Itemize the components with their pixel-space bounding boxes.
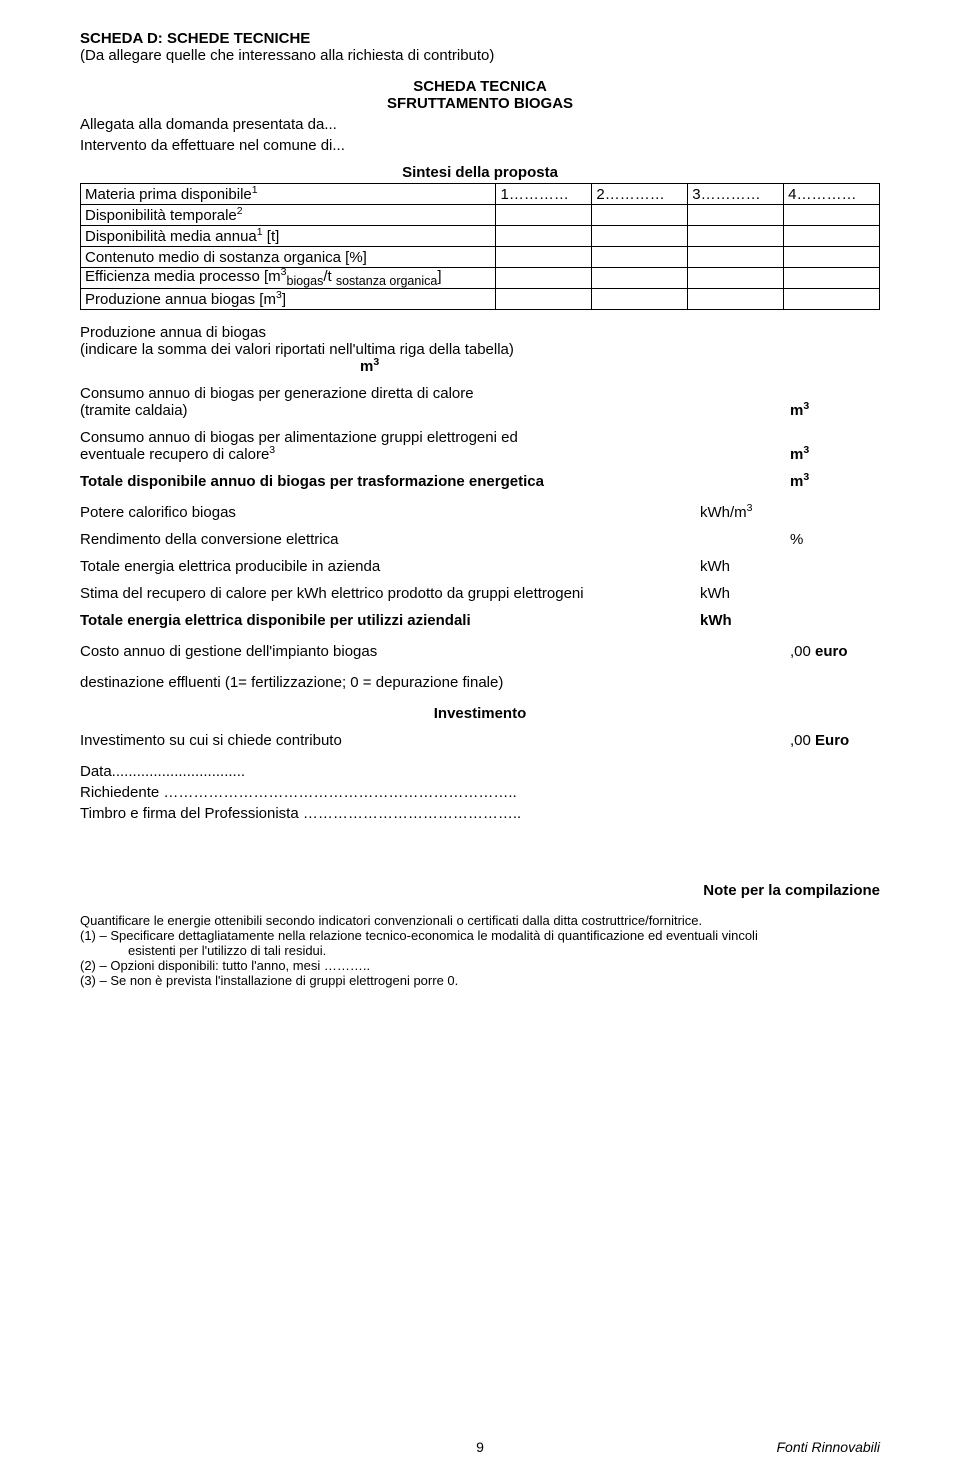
- euro-word: Euro: [815, 732, 849, 749]
- consumo-alim-row: eventuale recupero di calore3 m3: [80, 446, 880, 463]
- note-2: (2) – Opzioni disponibili: tutto l'anno,…: [80, 958, 880, 973]
- unit-m3: m3: [790, 402, 880, 419]
- rendimento-row: Rendimento della conversione elettrica %: [80, 531, 880, 548]
- investimento-row: Investimento su cui si chiede contributo…: [80, 732, 880, 749]
- table-data-cell: [496, 226, 592, 247]
- table-data-cell: [784, 205, 880, 226]
- table-row: Contenuto medio di sostanza organica [%]: [81, 247, 880, 268]
- indicare-somma-line: (indicare la somma dei valori riportati …: [80, 341, 880, 358]
- potere-calorifico-label: Potere calorifico biogas: [80, 504, 236, 521]
- consumo-alim-l1: Consumo annuo di biogas per alimentazion…: [80, 429, 880, 446]
- table-data-cell: [592, 289, 688, 310]
- note-1-l1: (1) – Specificare dettagliatamente nella…: [80, 928, 880, 943]
- notes-heading: Note per la compilazione: [80, 882, 880, 899]
- sfruttamento-heading: SFRUTTAMENTO BIOGAS: [80, 95, 880, 112]
- costo-annuo-label: Costo annuo di gestione dell'impianto bi…: [80, 643, 377, 660]
- note-3: (3) – Se non è prevista l'installazione …: [80, 973, 880, 988]
- sintesi-heading: Sintesi della proposta: [80, 164, 880, 181]
- investimento-heading: Investimento: [80, 705, 880, 722]
- table-data-cell: [592, 205, 688, 226]
- stima-recupero-label: Stima del recupero di calore per kWh ele…: [80, 585, 584, 602]
- footer-right-text: Fonti Rinnovabili: [777, 1439, 881, 1455]
- totale-disponibile-row: Totale disponibile annuo di biogas per t…: [80, 473, 880, 490]
- rendimento-label: Rendimento della conversione elettrica: [80, 531, 338, 548]
- allegata-line: Allegata alla domanda presentata da...: [80, 116, 880, 133]
- table-data-cell: [496, 205, 592, 226]
- stima-recupero-row: Stima del recupero di calore per kWh ele…: [80, 585, 880, 602]
- table-data-cell: [688, 289, 784, 310]
- richiedente-line: Richiedente ……………………………………………………………..: [80, 784, 880, 801]
- unit-kwh: kWh: [700, 558, 880, 575]
- potere-calorifico-row: Potere calorifico biogas kWh/m3: [80, 504, 880, 521]
- unit-kwh: kWh: [700, 612, 880, 629]
- data-line: Data................................: [80, 763, 880, 780]
- table-data-cell: [496, 247, 592, 268]
- totale-energia-row: Totale energia elettrica disponibile per…: [80, 612, 880, 629]
- consumo-diretta-l2: (tramite caldaia): [80, 402, 188, 419]
- scheda-d-title: SCHEDA D: SCHEDE TECNICHE: [80, 30, 880, 47]
- unit-kwh-m3: kWh/m3: [700, 504, 880, 521]
- table-label-cell: Disponibilità temporale2: [81, 205, 496, 226]
- notes-intro: Quantificare le energie ottenibili secon…: [80, 913, 880, 928]
- costo-annuo-row: Costo annuo di gestione dell'impianto bi…: [80, 643, 880, 660]
- intervento-line: Intervento da effettuare nel comune di..…: [80, 137, 880, 154]
- unit-euro-big: ,00 Euro: [790, 732, 880, 749]
- table-label-cell: Efficienza media processo [m3biogas/t so…: [81, 268, 496, 289]
- totale-prod-label: Totale energia elettrica producibile in …: [80, 558, 380, 575]
- consumo-diretta-row: (tramite caldaia) m3: [80, 402, 880, 419]
- consumo-diretta-l1: Consumo annuo di biogas per generazione …: [80, 385, 880, 402]
- table-data-cell: [784, 289, 880, 310]
- proposta-table: Materia prima disponibile1 1………… 2………… 3…: [80, 183, 880, 310]
- table-data-cell: [784, 247, 880, 268]
- consumo-alim-l2: eventuale recupero di calore3: [80, 446, 275, 463]
- table-row: Efficienza media processo [m3biogas/t so…: [81, 268, 880, 289]
- table-data-cell: [784, 226, 880, 247]
- table-row: Produzione annua biogas [m3]: [81, 289, 880, 310]
- table-label-cell: Materia prima disponibile1: [81, 184, 496, 205]
- table-data-cell: [688, 268, 784, 289]
- table-data-cell: 3…………: [688, 184, 784, 205]
- table-data-cell: [688, 247, 784, 268]
- produzione-annua-line: Produzione annua di biogas: [80, 324, 880, 341]
- totale-energia-label: Totale energia elettrica disponibile per…: [80, 612, 471, 629]
- table-data-cell: [688, 226, 784, 247]
- table-label-cell: Disponibilità media annua1 [t]: [81, 226, 496, 247]
- destinazione-line: destinazione effluenti (1= fertilizzazio…: [80, 674, 880, 691]
- table-data-cell: [592, 226, 688, 247]
- table-data-cell: [496, 268, 592, 289]
- table-label-cell: Produzione annua biogas [m3]: [81, 289, 496, 310]
- table-data-cell: [688, 205, 784, 226]
- table-data-cell: [496, 289, 592, 310]
- totale-prod-row: Totale energia elettrica producibile in …: [80, 558, 880, 575]
- unit-euro: ,00 euro: [790, 643, 880, 660]
- table-data-cell: [592, 268, 688, 289]
- unit-kwh: kWh: [700, 585, 880, 602]
- table-row: Disponibilità media annua1 [t]: [81, 226, 880, 247]
- table-row: Disponibilità temporale2: [81, 205, 880, 226]
- euro-prefix: ,00: [790, 643, 815, 660]
- m3-standalone: m3: [360, 358, 880, 375]
- note-1-l2: esistenti per l'utilizzo di tali residui…: [80, 943, 880, 958]
- table-data-cell: [784, 268, 880, 289]
- euro-word: euro: [815, 643, 848, 660]
- table-row: Materia prima disponibile1 1………… 2………… 3…: [81, 184, 880, 205]
- euro-prefix: ,00: [790, 732, 815, 749]
- table-label-cell: Contenuto medio di sostanza organica [%]: [81, 247, 496, 268]
- unit-m3: m3: [790, 473, 880, 490]
- totale-disponibile-label: Totale disponibile annuo di biogas per t…: [80, 473, 544, 490]
- table-data-cell: [592, 247, 688, 268]
- subtitle-paren: (Da allegare quelle che interessano alla…: [80, 47, 880, 64]
- table-data-cell: 1…………: [496, 184, 592, 205]
- scheda-tecnica-heading: SCHEDA TECNICA: [80, 78, 880, 95]
- table-data-cell: 2…………: [592, 184, 688, 205]
- investimento-label: Investimento su cui si chiede contributo: [80, 732, 342, 749]
- unit-percent: %: [790, 531, 880, 548]
- unit-m3: m3: [790, 446, 880, 463]
- timbro-line: Timbro e firma del Professionista …………………: [80, 805, 880, 822]
- table-data-cell: 4…………: [784, 184, 880, 205]
